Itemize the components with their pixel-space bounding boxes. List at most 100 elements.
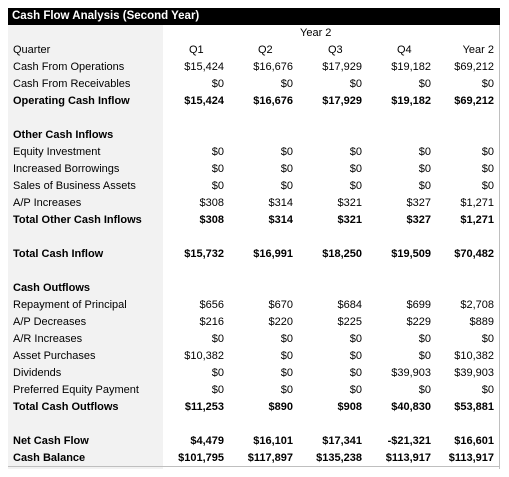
table-bottom-border xyxy=(8,466,500,467)
cell-q4: $39,903 xyxy=(391,367,431,379)
row-label: A/P Increases xyxy=(13,197,82,209)
cell-q1: $11,253 xyxy=(184,401,224,413)
cell-q4: $0 xyxy=(418,78,431,90)
cell-q1: $0 xyxy=(211,333,224,345)
sheet-title: Cash Flow Analysis (Second Year) xyxy=(8,8,500,25)
cell-q3: $321 xyxy=(337,197,362,209)
table-row: Preferred Equity Payment $0 $0 $0 $0 $0 xyxy=(8,382,500,399)
table-row: A/P Decreases $216 $220 $225 $229 $889 xyxy=(8,314,500,331)
cell-q4: -$21,321 xyxy=(387,435,431,447)
year-label: Year 2 xyxy=(300,27,332,39)
cell-q2: $0 xyxy=(280,78,293,90)
section-header-row: Other Cash Inflows xyxy=(8,127,500,144)
cell-q3: $17,929 xyxy=(322,95,362,107)
table-row: Increased Borrowings $0 $0 $0 $0 $0 xyxy=(8,161,500,178)
cell-year: $69,212 xyxy=(454,95,494,107)
cell-q1: $0 xyxy=(211,78,224,90)
cell-year: $1,271 xyxy=(460,214,494,226)
cell-q4: $0 xyxy=(418,146,431,158)
row-label: Cash From Receivables xyxy=(13,78,131,90)
cell-year: $113,917 xyxy=(448,452,494,464)
cell-q3: $908 xyxy=(337,401,362,413)
table-row: A/R Increases $0 $0 $0 $0 $0 xyxy=(8,331,500,348)
row-label: A/R Increases xyxy=(13,333,83,345)
cell-q4: $327 xyxy=(406,214,431,226)
table-row: A/P Increases $308 $314 $321 $327 $1,271 xyxy=(8,195,500,212)
row-label: Equity Investment xyxy=(13,146,101,158)
cell-q1: $101,795 xyxy=(178,452,224,464)
section-header: Cash Outflows xyxy=(13,282,91,294)
cell-year: $0 xyxy=(481,180,494,192)
table-row-total: Cash Balance $101,795 $117,897 $135,238 … xyxy=(8,450,500,467)
cell-q4: $229 xyxy=(406,316,431,328)
cell-q3: $17,929 xyxy=(322,61,362,73)
table-row: Repayment of Principal $656 $670 $684 $6… xyxy=(8,297,500,314)
cell-q3: $0 xyxy=(349,384,362,396)
cell-year: $2,708 xyxy=(460,299,494,311)
year-row-label-cell xyxy=(8,25,163,42)
row-label: Cash Balance xyxy=(13,452,86,464)
cell-year: $10,382 xyxy=(454,350,494,362)
cell-year: $70,482 xyxy=(454,248,494,260)
row-label: Preferred Equity Payment xyxy=(13,384,139,396)
cell-q1: $15,424 xyxy=(184,61,224,73)
row-label: Total Other Cash Inflows xyxy=(13,214,142,226)
cash-flow-sheet: Cash Flow Analysis (Second Year) Year 2 … xyxy=(8,8,500,469)
spacer-row xyxy=(8,229,500,246)
cell-year: $0 xyxy=(481,384,494,396)
cell-q2: $0 xyxy=(280,367,293,379)
row-label: Increased Borrowings xyxy=(13,163,120,175)
row-label: Total Cash Outflows xyxy=(13,401,119,413)
table-row-total: Total Cash Outflows $11,253 $890 $908 $4… xyxy=(8,399,500,416)
cell-year: $69,212 xyxy=(454,61,494,73)
cell-q2: $890 xyxy=(268,401,293,413)
table-row: Cash From Receivables $0 $0 $0 $0 $0 xyxy=(8,76,500,93)
row-label: A/P Decreases xyxy=(13,316,87,328)
cell-q3: $17,341 xyxy=(322,435,362,447)
cell-q3: $0 xyxy=(349,333,362,345)
cell-year: $39,903 xyxy=(454,367,494,379)
cell-q3: $0 xyxy=(349,146,362,158)
cell-q4: $699 xyxy=(406,299,431,311)
row-label: Total Cash Inflow xyxy=(13,248,104,260)
cell-q4: $0 xyxy=(418,180,431,192)
cell-year: $0 xyxy=(481,78,494,90)
cell-q1: $0 xyxy=(211,367,224,379)
cell-q4: $327 xyxy=(406,197,431,209)
spacer-row xyxy=(8,416,500,433)
cell-q3: $321 xyxy=(337,214,362,226)
cell-q3: $135,238 xyxy=(316,452,362,464)
table-row: Cash From Operations $15,424 $16,676 $17… xyxy=(8,59,500,76)
cell-q2: $0 xyxy=(280,333,293,345)
row-label: Operating Cash Inflow xyxy=(13,95,130,107)
cell-q1: $0 xyxy=(211,384,224,396)
cell-q3: $18,250 xyxy=(322,248,362,260)
cell-q2: $0 xyxy=(280,384,293,396)
row-label: Sales of Business Assets xyxy=(13,180,136,192)
cell-q4: $0 xyxy=(418,350,431,362)
cell-q3: $0 xyxy=(349,180,362,192)
cell-q3: $0 xyxy=(349,350,362,362)
cell-q1: $656 xyxy=(199,299,224,311)
cell-q4: $19,509 xyxy=(391,248,431,260)
cell-q2: $16,676 xyxy=(253,95,293,107)
row-label: Asset Purchases xyxy=(13,350,96,362)
cell-q2: $0 xyxy=(280,350,293,362)
row-label: Cash From Operations xyxy=(13,61,125,73)
header-q4: Q4 xyxy=(397,44,412,56)
cell-q2: $16,676 xyxy=(253,61,293,73)
header-q3: Q3 xyxy=(328,44,343,56)
cell-q3: $225 xyxy=(337,316,362,328)
cell-q4: $19,182 xyxy=(391,61,431,73)
table-row: Asset Purchases $10,382 $0 $0 $0 $10,382 xyxy=(8,348,500,365)
cell-q2: $16,991 xyxy=(253,248,293,260)
section-header-row: Cash Outflows xyxy=(8,280,500,297)
cell-q1: $0 xyxy=(211,163,224,175)
row-label: Net Cash Flow xyxy=(13,435,89,447)
table-row: Equity Investment $0 $0 $0 $0 $0 xyxy=(8,144,500,161)
cell-q1: $308 xyxy=(199,214,224,226)
cell-q1: $10,382 xyxy=(184,350,224,362)
header-q1: Q1 xyxy=(189,44,204,56)
cell-q3: $0 xyxy=(349,163,362,175)
cell-q4: $19,182 xyxy=(391,95,431,107)
